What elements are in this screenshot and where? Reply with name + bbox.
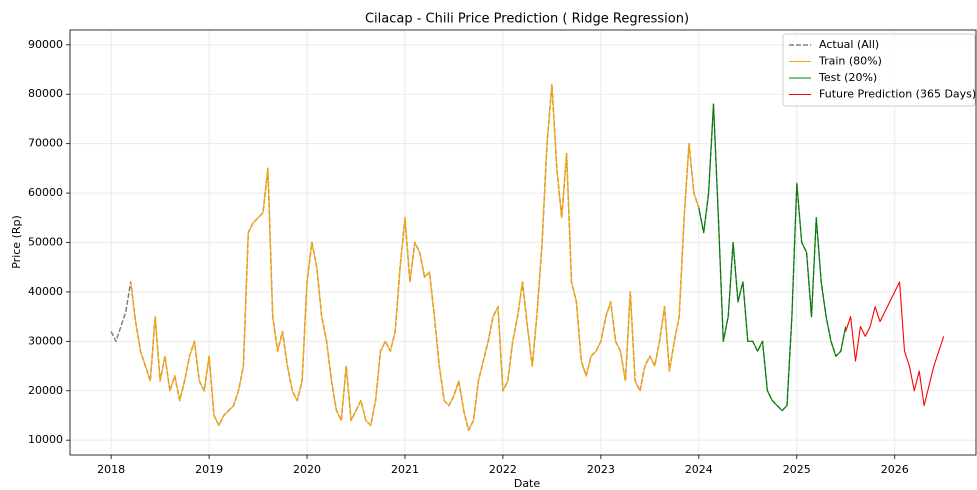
x-tick-label: 2026 xyxy=(881,463,909,476)
y-tick-label: 70000 xyxy=(28,137,63,150)
y-tick-label: 20000 xyxy=(28,384,63,397)
x-tick-label: 2018 xyxy=(97,463,125,476)
series-line xyxy=(698,103,847,412)
x-tick-label: 2019 xyxy=(195,463,223,476)
chart-title: Cilacap - Chili Price Prediction ( Ridge… xyxy=(365,12,689,27)
x-tick-label: 2022 xyxy=(489,463,517,476)
legend-box xyxy=(782,33,976,107)
x-tick-label: 2020 xyxy=(293,463,321,476)
y-tick-label: 60000 xyxy=(28,186,63,199)
x-tick-label: 2021 xyxy=(391,463,419,476)
plot-lines xyxy=(110,83,945,432)
y-tick-label: 80000 xyxy=(28,87,63,100)
legend-label: Actual (All) xyxy=(819,38,879,51)
series-line xyxy=(110,83,847,432)
x-axis-label: Date xyxy=(514,477,541,490)
x-tick-label: 2023 xyxy=(587,463,615,476)
y-tick-label: 90000 xyxy=(28,38,63,51)
plot-frame xyxy=(69,29,977,456)
legend-label: Future Prediction (365 Days) xyxy=(819,88,976,101)
y-tick-label: 30000 xyxy=(28,334,63,347)
legend-label: Train (80%) xyxy=(818,55,882,68)
series-line xyxy=(845,281,945,407)
y-tick-label: 50000 xyxy=(28,236,63,249)
x-tick-label: 2024 xyxy=(685,463,713,476)
y-tick-label: 40000 xyxy=(28,285,63,298)
x-tick-label: 2025 xyxy=(783,463,811,476)
legend-label: Test (20%) xyxy=(818,71,877,84)
y-axis-label: Price (Rp) xyxy=(10,215,23,269)
y-tick-label: 10000 xyxy=(28,433,63,446)
legend: Actual (All) Train (80%) Test (20%) Future … xyxy=(782,33,976,107)
series-line xyxy=(130,83,700,431)
